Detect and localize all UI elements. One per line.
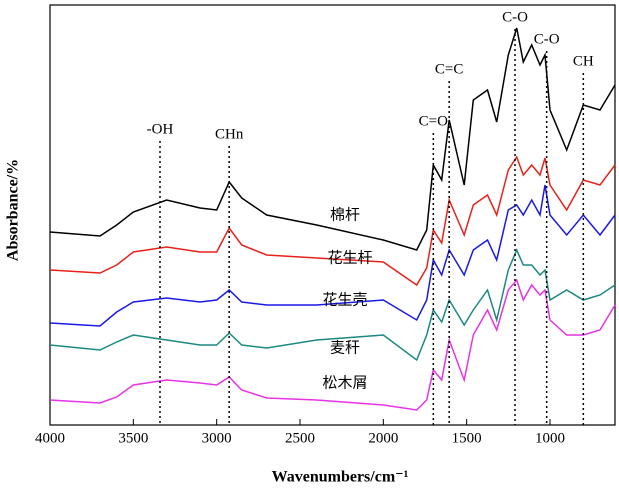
x-tick-label: 3000 (202, 430, 232, 446)
series-line (49, 278, 616, 411)
x-tick-label: 1500 (452, 430, 482, 446)
series-line (49, 248, 616, 362)
series-line (49, 27, 616, 251)
annotation-label: -OH (147, 121, 174, 137)
annotation-label: CH (573, 53, 594, 69)
x-tick-label: 2500 (285, 430, 315, 446)
annotation-label: C=O (419, 113, 448, 129)
x-axis-label: Wavenumbers/cm⁻¹ (272, 469, 409, 486)
series-line (49, 184, 616, 327)
series-line (49, 155, 616, 287)
series-label: 棉杆 (330, 206, 360, 224)
series-label: 松木屑 (322, 374, 367, 392)
x-tick-label: 1000 (535, 430, 565, 446)
annotation-label: C-O (534, 31, 560, 47)
x-tick-label: 4000 (35, 430, 65, 446)
annotation-label: C-O (502, 9, 528, 25)
annotation-label: C=C (435, 61, 463, 77)
annotation-label: CHn (215, 126, 244, 142)
x-tick-label: 2000 (368, 430, 398, 446)
series-label: 花生壳 (322, 291, 367, 309)
y-axis-label: Absorbance/% (5, 159, 22, 261)
x-tick-label: 3500 (118, 430, 148, 446)
series-label: 麦秆 (330, 339, 360, 357)
series-label: 花生杆 (327, 249, 372, 267)
